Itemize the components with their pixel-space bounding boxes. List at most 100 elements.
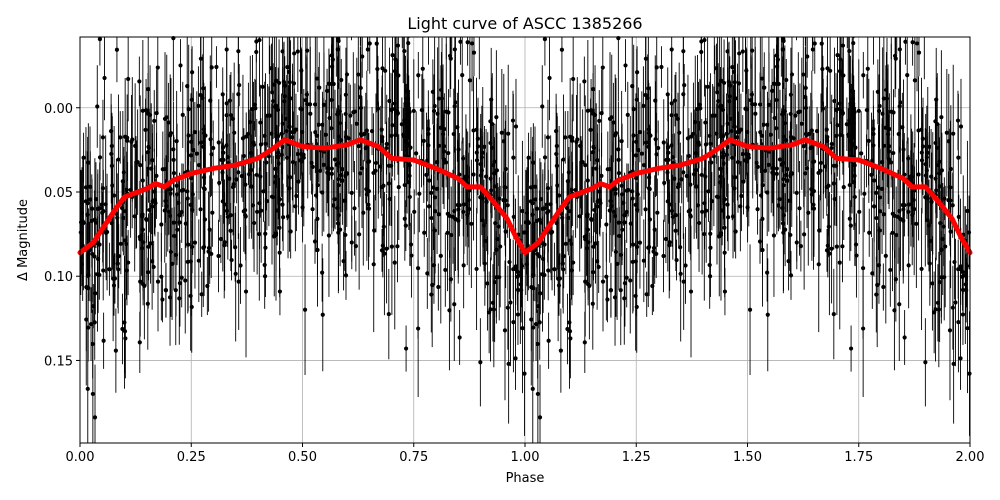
- data-point: [128, 187, 133, 193]
- data-point: [893, 56, 898, 61]
- data-point: [529, 317, 534, 322]
- data-point: [482, 261, 487, 266]
- data-point: [652, 227, 657, 232]
- data-point: [950, 305, 955, 310]
- data-point: [216, 140, 221, 145]
- data-point: [452, 302, 457, 307]
- data-point: [502, 185, 507, 190]
- data-point: [421, 138, 426, 143]
- data-point: [237, 83, 242, 88]
- data-point: [802, 232, 807, 237]
- data-point: [613, 213, 618, 219]
- data-point: [438, 253, 443, 258]
- data-point: [531, 160, 536, 165]
- data-point: [475, 144, 481, 149]
- data-point: [927, 261, 932, 266]
- data-point: [730, 65, 735, 70]
- data-point: [831, 181, 836, 186]
- data-point: [320, 190, 325, 195]
- data-point: [755, 207, 760, 212]
- data-point: [644, 292, 649, 297]
- data-point: [755, 164, 760, 169]
- data-point: [354, 121, 359, 126]
- data-point: [641, 258, 646, 263]
- data-point: [710, 113, 715, 118]
- data-point: [706, 189, 711, 194]
- data-point: [624, 275, 629, 280]
- data-point: [678, 271, 683, 276]
- data-point: [380, 66, 385, 71]
- data-point: [236, 279, 241, 284]
- data-point: [281, 99, 287, 104]
- data-point: [722, 250, 727, 255]
- data-point: [672, 176, 677, 181]
- data-point: [227, 98, 233, 103]
- data-point: [316, 122, 321, 127]
- data-point: [637, 240, 643, 245]
- data-point: [402, 216, 407, 221]
- data-point: [537, 320, 542, 325]
- data-point: [902, 335, 907, 340]
- data-point: [513, 264, 518, 269]
- data-point: [344, 171, 349, 176]
- data-point: [559, 47, 565, 52]
- data-point: [103, 202, 108, 207]
- data-point: [948, 229, 953, 234]
- data-point: [260, 84, 265, 89]
- data-point: [365, 47, 370, 52]
- data-point: [914, 41, 920, 46]
- y-tick-label: 0.10: [44, 270, 73, 285]
- data-point: [622, 296, 627, 301]
- data-point: [146, 145, 152, 151]
- data-point: [392, 69, 398, 74]
- data-point: [881, 284, 886, 290]
- y-axis-label: Δ Magnitude: [16, 199, 31, 281]
- data-point: [396, 185, 401, 190]
- data-point: [612, 295, 618, 300]
- data-point: [107, 267, 112, 272]
- data-point: [703, 142, 709, 147]
- data-point: [678, 245, 683, 250]
- data-point: [491, 162, 496, 168]
- data-point: [324, 88, 330, 93]
- data-point: [958, 356, 963, 361]
- data-point: [142, 283, 147, 289]
- data-point: [820, 106, 825, 111]
- data-point: [628, 278, 633, 283]
- x-tick-label: 1.25: [622, 450, 651, 465]
- data-point: [375, 66, 380, 72]
- data-point: [542, 36, 548, 42]
- data-point: [714, 131, 719, 136]
- data-point: [635, 192, 640, 197]
- data-point: [891, 150, 896, 156]
- data-point: [118, 241, 123, 246]
- data-point: [787, 198, 792, 203]
- data-point: [702, 231, 707, 237]
- data-point: [591, 244, 596, 249]
- data-point: [314, 76, 320, 81]
- data-point: [738, 127, 744, 132]
- y-tick-label: 0.15: [44, 354, 73, 369]
- data-point: [919, 266, 924, 272]
- data-point: [349, 190, 354, 196]
- data-point: [291, 81, 297, 86]
- data-point: [109, 221, 114, 226]
- data-point: [287, 80, 292, 85]
- data-point: [290, 160, 296, 165]
- data-point: [366, 206, 372, 211]
- data-point: [656, 145, 661, 151]
- data-point: [604, 274, 609, 279]
- data-point: [150, 204, 155, 209]
- data-point: [140, 212, 145, 217]
- data-point: [952, 259, 957, 265]
- data-point: [332, 157, 338, 162]
- data-point: [951, 361, 956, 366]
- data-point: [958, 124, 964, 129]
- data-point: [483, 238, 488, 244]
- data-point: [240, 136, 246, 141]
- data-point: [548, 202, 553, 207]
- data-point: [892, 308, 897, 313]
- data-point: [851, 41, 856, 46]
- data-point: [114, 47, 120, 52]
- data-point: [126, 260, 131, 265]
